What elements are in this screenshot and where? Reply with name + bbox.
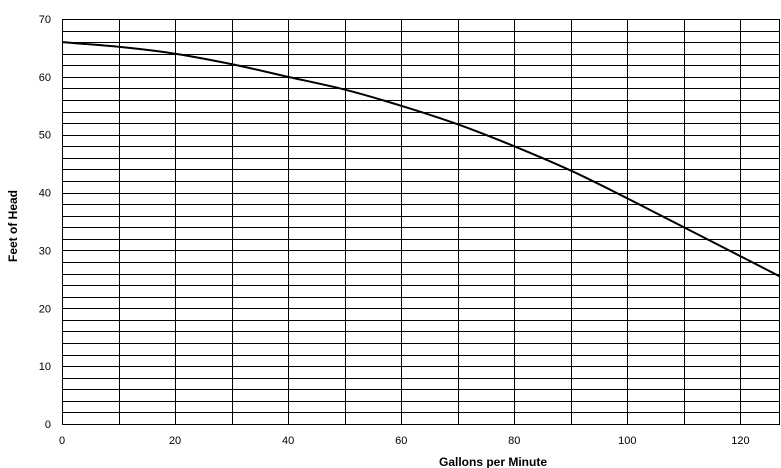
x-axis-title: Gallons per Minute	[439, 455, 547, 468]
series-layer	[61, 41, 781, 278]
plot-frame-layer	[62, 19, 780, 425]
x-tick-label: 100	[618, 435, 636, 447]
x-tick-label: 120	[731, 435, 749, 447]
x-axis-ticks: 0 20 40 60 80 100 120	[59, 435, 750, 447]
y-tick-label: 70	[39, 14, 51, 26]
y-axis-ticks: 0 10 20 30 40 50 60 70	[39, 14, 51, 431]
grid	[62, 19, 780, 425]
x-tick-label: 0	[59, 435, 65, 447]
pump-curve-series-line	[61, 41, 781, 278]
y-tick-label: 30	[39, 245, 51, 257]
x-tick-label: 40	[282, 435, 294, 447]
y-tick-label: 50	[39, 130, 51, 142]
y-axis-title: Feet of Head	[6, 190, 20, 262]
y-tick-label: 10	[39, 361, 51, 373]
plot-frame	[62, 19, 780, 425]
y-tick-label: 60	[39, 72, 51, 84]
y-tick-label: 40	[39, 188, 51, 200]
y-tick-label: 20	[39, 303, 51, 315]
y-tick-label: 0	[45, 419, 51, 431]
x-tick-label: 20	[169, 435, 181, 447]
x-tick-label: 60	[395, 435, 407, 447]
x-tick-label: 80	[508, 435, 520, 447]
